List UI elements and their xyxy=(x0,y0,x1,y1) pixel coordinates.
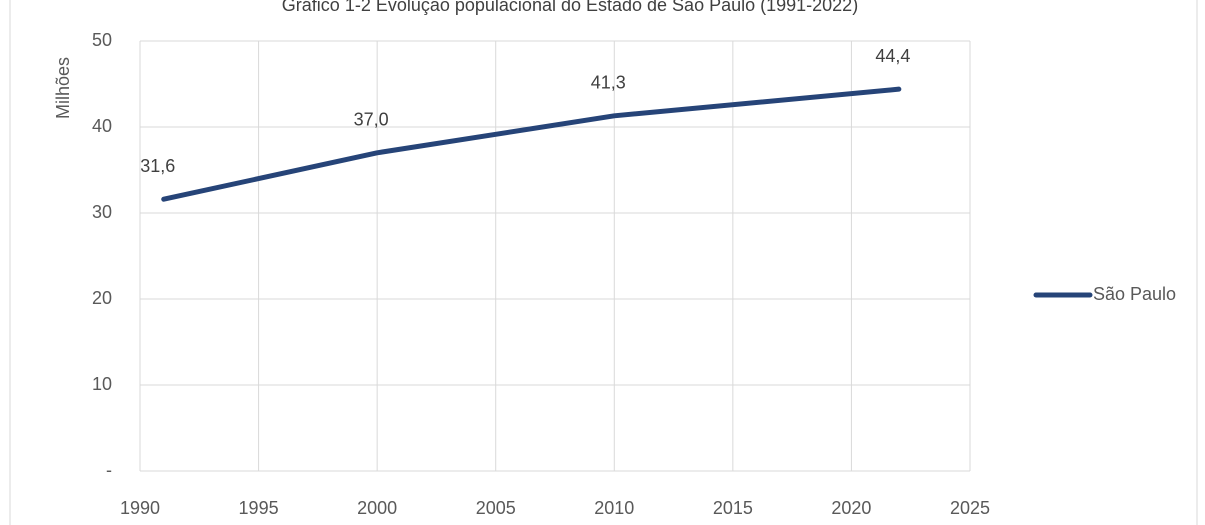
x-tick-label: 2010 xyxy=(594,498,634,518)
x-tick-label: 2020 xyxy=(831,498,871,518)
data-label: 31,6 xyxy=(140,156,175,176)
x-tick-label: 1990 xyxy=(120,498,160,518)
y-tick-label: 50 xyxy=(92,30,112,50)
data-label: 41,3 xyxy=(591,73,626,93)
legend-label: São Paulo xyxy=(1093,284,1176,304)
x-tick-label: 2005 xyxy=(476,498,516,518)
y-tick-label: - xyxy=(106,460,112,480)
x-tick-label: 2015 xyxy=(713,498,753,518)
x-tick-label: 2025 xyxy=(950,498,990,518)
y-axis-label: Milhões xyxy=(53,57,73,119)
chart-title: Gráfico 1-2 Evolução populacional do Est… xyxy=(282,0,858,15)
data-label: 37,0 xyxy=(354,110,389,130)
y-tick-label: 30 xyxy=(92,202,112,222)
data-label: 44,4 xyxy=(875,46,910,66)
series-line xyxy=(161,86,902,202)
y-tick-label: 10 xyxy=(92,374,112,394)
x-tick-label: 2000 xyxy=(357,498,397,518)
chart-frame xyxy=(9,0,1198,525)
x-tick-label: 1995 xyxy=(239,498,279,518)
y-tick-label: 20 xyxy=(92,288,112,308)
y-tick-label: 40 xyxy=(92,116,112,136)
